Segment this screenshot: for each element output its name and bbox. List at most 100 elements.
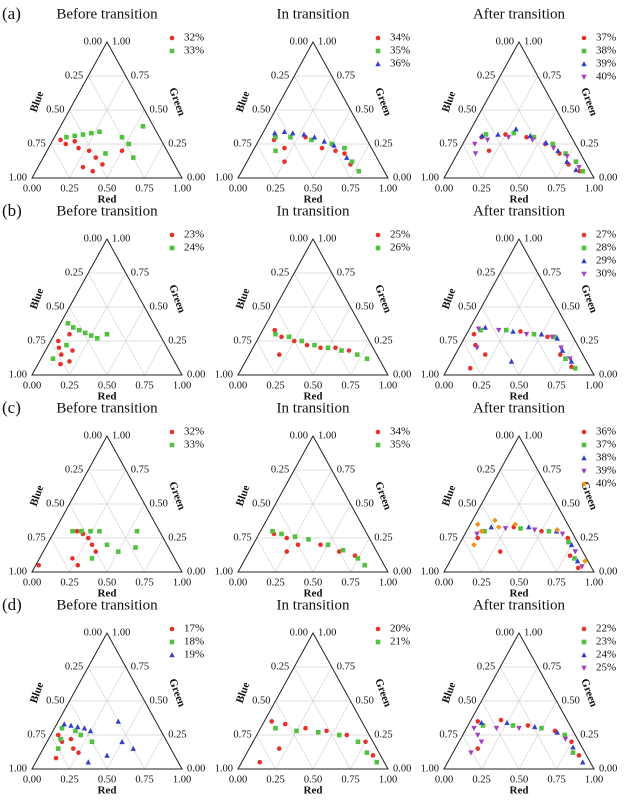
tick-label: 0.25	[266, 183, 284, 194]
data-point	[55, 732, 61, 738]
data-point	[318, 542, 323, 548]
tick-label: 0.25	[266, 774, 284, 785]
tick-label: 0.75	[233, 335, 251, 346]
data-point	[550, 145, 557, 151]
tick-label: 0.00	[23, 577, 41, 588]
tick-label: 0.00	[290, 430, 308, 441]
tick-label: 0.25	[374, 138, 392, 149]
tick-label: 0.25	[477, 661, 495, 672]
data-point	[355, 739, 361, 745]
data-point	[315, 729, 321, 735]
tick-label: 1.00	[173, 774, 191, 785]
legend-marker	[375, 35, 381, 41]
data-point	[58, 736, 63, 742]
data-point	[58, 361, 63, 367]
data-point	[573, 166, 579, 173]
data-point	[340, 547, 346, 553]
data-point	[75, 562, 81, 568]
legend-label: 36%	[390, 58, 410, 70]
tick-label: 0.50	[46, 498, 64, 509]
grid-line	[144, 340, 164, 376]
tick-label: 0.50	[304, 380, 322, 391]
tick-label: 0.00	[187, 566, 205, 577]
data-point	[342, 145, 347, 151]
data-point	[486, 148, 492, 154]
tick-label: 0.25	[168, 138, 186, 149]
tick-label: 0.75	[439, 532, 457, 543]
data-point	[269, 719, 275, 724]
legend-marker	[581, 442, 587, 448]
data-point	[512, 521, 519, 528]
grid-line	[293, 272, 351, 376]
tick-label: 0.00	[599, 763, 617, 774]
legend-label: 23%	[596, 636, 616, 648]
grid-line	[256, 340, 276, 376]
tick-label: 0.25	[472, 774, 490, 785]
triangle-frame	[31, 631, 183, 770]
chart-title: In transition	[277, 597, 350, 613]
axis-title: Green	[372, 677, 393, 708]
tick-label: 0.75	[543, 661, 561, 672]
tick-label: 1.00	[318, 430, 336, 441]
data-point	[356, 168, 362, 174]
tick-label: 1.00	[173, 183, 191, 194]
data-point	[86, 148, 92, 154]
data-point	[88, 528, 93, 534]
data-point	[329, 141, 335, 147]
tick-label: 0.50	[304, 774, 322, 785]
tick-label: 0.75	[27, 138, 45, 149]
data-point	[140, 124, 146, 129]
data-point	[539, 725, 544, 731]
legend-marker	[581, 48, 587, 54]
legend-marker	[169, 429, 175, 435]
tick-label: 0.50	[458, 301, 476, 312]
legend-label: 36%	[596, 426, 616, 438]
axis-title: Green	[166, 283, 187, 314]
legend-label: 25%	[596, 662, 616, 674]
data-point	[58, 352, 64, 357]
data-point	[562, 732, 568, 738]
tick-label: 0.50	[98, 577, 116, 588]
data-point	[301, 131, 307, 137]
data-point	[503, 327, 509, 333]
data-point	[478, 528, 485, 534]
data-point	[282, 721, 288, 727]
data-point	[567, 356, 573, 362]
axis-title: Green	[578, 283, 599, 314]
legend-marker	[581, 61, 587, 67]
data-point	[342, 151, 347, 156]
axis-title: Blue	[440, 90, 459, 114]
grid-line	[462, 537, 482, 573]
tick-label: 0.75	[341, 774, 359, 785]
data-point	[273, 725, 278, 731]
chart-title: Before transition	[56, 6, 158, 22]
data-point	[554, 729, 560, 735]
tick-label: 0.25	[266, 577, 284, 588]
chart-title: In transition	[277, 203, 350, 219]
tick-label: 0.75	[131, 267, 149, 278]
tick-label: 0.75	[543, 70, 561, 81]
data-point	[61, 721, 67, 727]
grid-line	[87, 666, 145, 770]
legend-marker	[169, 442, 175, 448]
data-point	[557, 352, 563, 357]
data-point	[59, 725, 65, 731]
tick-label: 0.75	[439, 335, 457, 346]
axis-title: Red	[510, 588, 529, 600]
data-point	[58, 137, 63, 143]
data-point	[64, 134, 69, 140]
tick-label: 0.75	[547, 183, 565, 194]
grid-line	[275, 469, 333, 573]
axis-title: Green	[166, 86, 187, 117]
data-point	[104, 752, 110, 758]
data-point	[558, 345, 564, 351]
grid-line	[144, 537, 164, 573]
data-point	[362, 562, 368, 568]
tick-label: 1.00	[585, 577, 603, 588]
tick-label: 0.50	[510, 183, 528, 194]
axis-title: Green	[372, 86, 393, 117]
data-point	[573, 159, 579, 164]
data-point	[290, 130, 296, 136]
data-point	[346, 348, 352, 353]
